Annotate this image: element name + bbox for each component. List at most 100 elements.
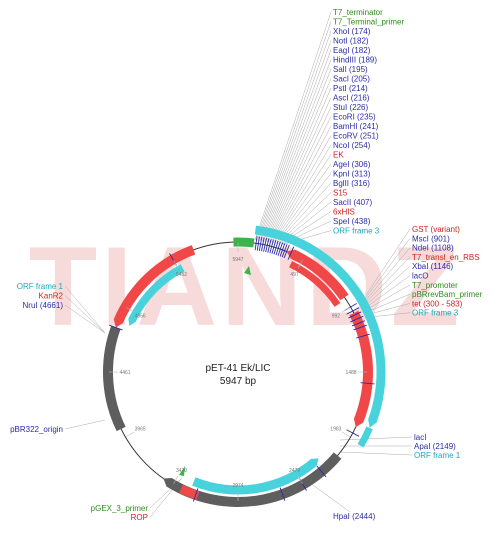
leader-line [365,284,411,311]
label-top: HindIII (189) [333,56,377,65]
label-right: NdeI (1108) [412,244,454,253]
label-top: SacI (205) [333,75,370,84]
label-right: XbaI (1146) [412,262,454,271]
site-tick [269,239,274,254]
position-tick-line [173,475,179,484]
leader-line [255,21,332,241]
leader-line [269,125,332,243]
label-top: SalI (195) [333,65,368,74]
lacI-track-arrow [163,452,342,507]
position-tick-label: 2479 [289,468,300,474]
leader-line [365,256,411,303]
label-top: SpeI (438) [333,217,371,226]
site-tick [287,246,295,260]
leader-line [263,78,332,242]
position-tick-line [126,431,135,437]
label-right: MscI (901) [412,234,450,243]
leader-line [258,40,332,241]
position-tick-label: 4461 [119,370,130,376]
leader-line [272,154,332,244]
label-top: BglII (316) [333,179,370,188]
label-left: KanR2 [39,292,64,301]
label-top: S15 [333,189,348,198]
terminator-track [233,237,255,248]
site-tick [256,236,260,251]
gst-outer-arrow [349,310,374,427]
leader-line [305,479,351,513]
leader-line [266,106,332,243]
site-tick [192,488,199,502]
label-lower-right: ORF frame 1 [414,451,461,460]
site-tick [283,244,290,259]
label-left: ORF frame 1 [17,282,64,291]
leader-line [339,436,413,441]
position-tick-label: 3470 [176,468,187,474]
leader-line [271,144,332,243]
leader-line [265,97,332,242]
leader-line [365,275,411,308]
primer-flag-bottom [179,466,185,476]
label-top: XhoI (174) [333,27,371,36]
site-tick [279,487,286,501]
label-top: StuI (226) [333,103,368,112]
leader-line [270,135,332,243]
label-top: EagI (182) [333,46,371,55]
position-tick-line [173,260,179,269]
position-tick-line [126,307,135,313]
position-tick-label: 1983 [330,427,341,433]
orf-frame1-left-arrow [128,264,185,326]
kanR-track-arrow [113,245,196,328]
label-right: pBRrevBam_primer [412,290,483,299]
leader-line [64,419,106,430]
leader-line [264,87,332,242]
label-right: GST (variant) [412,225,460,234]
label-top: PstI (214) [333,84,368,93]
feature-arrows [103,225,386,507]
plasmid-name: pET-41 Ek/LIC [205,363,270,374]
leader-line [365,266,411,306]
leader-line [259,49,332,241]
label-right: T7_promoter [412,281,458,290]
site-tick [254,236,258,251]
leader-line [261,68,332,242]
leader-line [64,285,106,334]
leader-line [273,163,332,244]
label-top: NcoI (254) [333,141,371,150]
position-tick-label: 5947 [232,257,243,263]
leader-line [365,293,411,313]
label-top: T7_terminator [333,8,383,17]
site-tick [261,237,265,252]
leader-line [365,228,411,296]
site-tick [273,240,279,255]
label-origin: pBR322_origin [10,425,63,434]
leader-line [365,247,411,301]
tag-track-arrow [286,249,349,301]
leader-line [365,238,411,298]
position-tick-label: 2974 [232,483,243,489]
label-top: EcoRI (235) [333,113,376,122]
leader-line [275,173,332,244]
leader-line [64,304,106,334]
label-top: EcoRV (251) [333,132,379,141]
site-tick [267,238,272,253]
site-tick [279,243,286,257]
label-right: ORF frame 3 [412,309,459,318]
site-tick [275,241,281,256]
label-top: SacII (407) [333,198,372,207]
position-tick-label: 1488 [345,370,356,376]
site-tick [350,315,364,323]
orf-frame3-outer-tail [357,426,373,448]
leader-line [260,59,332,242]
origin-track [103,325,126,432]
leader-line [339,451,413,456]
leader-line [267,116,332,243]
label-top: KpnI (313) [333,170,371,179]
site-tick [353,324,367,331]
label-right: tet (300 - 583) [412,299,463,308]
primer-flag-top [244,266,251,275]
position-tick-line [341,307,350,313]
position-tick-line [297,475,303,484]
position-tick-label: 4956 [135,314,146,320]
